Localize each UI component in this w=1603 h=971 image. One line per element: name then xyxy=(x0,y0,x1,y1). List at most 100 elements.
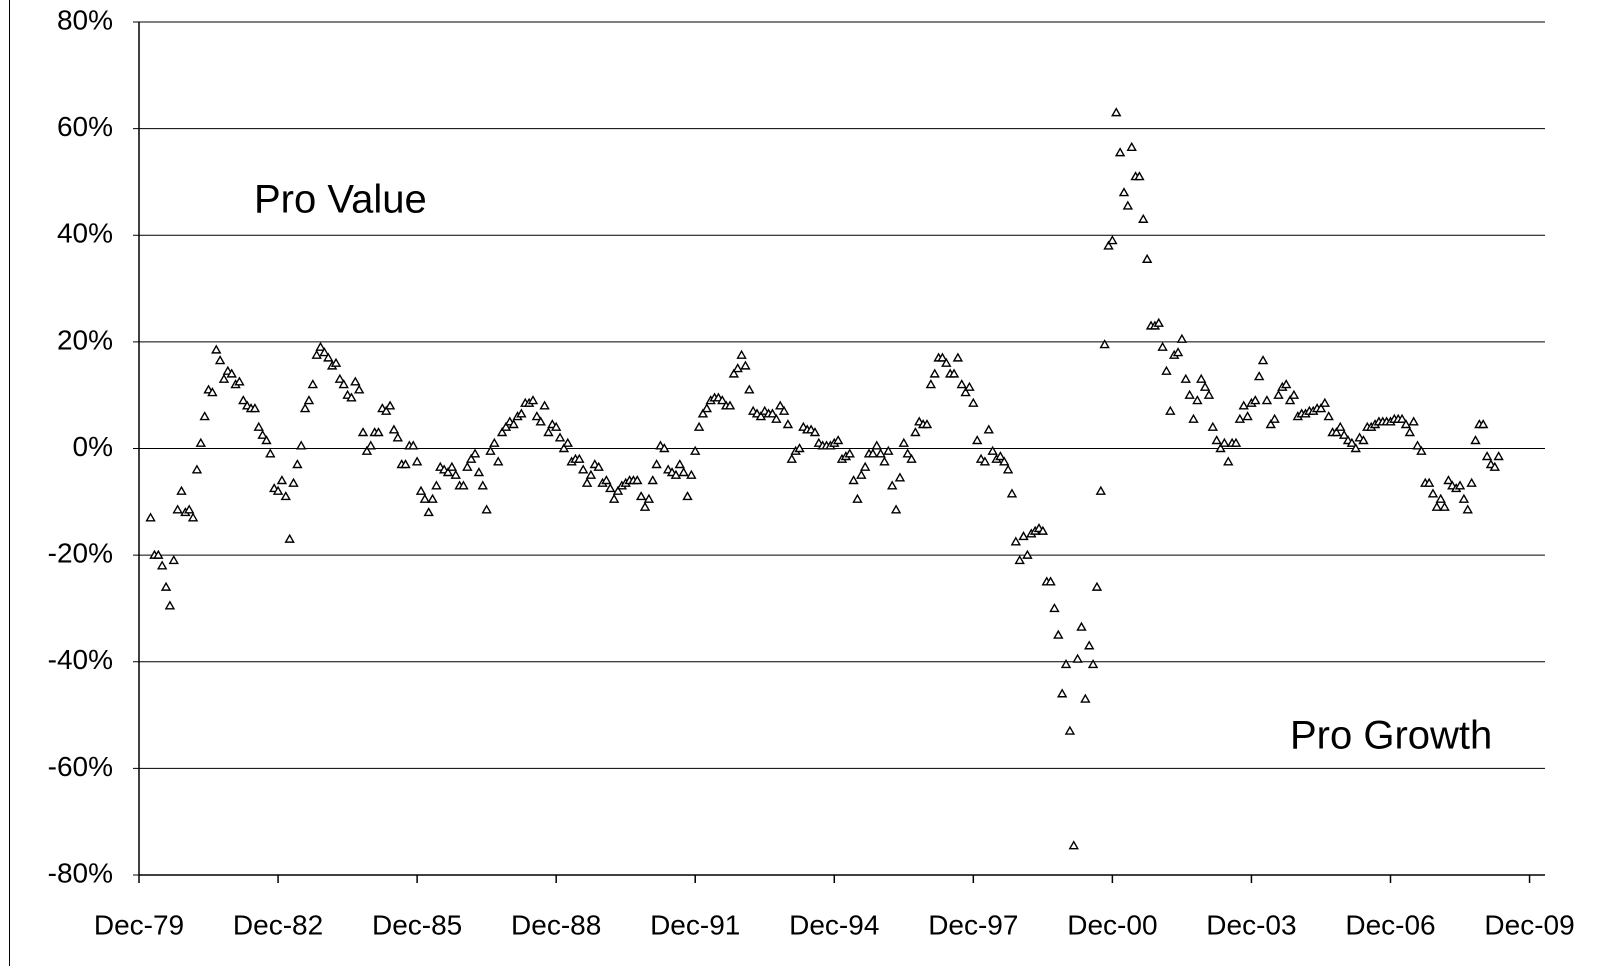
point xyxy=(1118,187,1130,197)
point xyxy=(682,491,693,501)
point xyxy=(728,368,740,378)
point xyxy=(207,387,218,397)
point xyxy=(184,504,195,514)
point xyxy=(558,443,570,453)
point xyxy=(771,413,782,423)
x-tick-label: Dec-00 xyxy=(1067,909,1157,940)
point xyxy=(423,507,434,517)
point xyxy=(744,384,755,394)
x-tick-label: Dec-97 xyxy=(928,909,1018,940)
point xyxy=(832,435,844,445)
point xyxy=(160,581,172,591)
point xyxy=(941,357,952,367)
point xyxy=(724,400,736,410)
point xyxy=(1350,443,1361,453)
point xyxy=(1049,603,1060,613)
point xyxy=(187,512,199,522)
point xyxy=(732,363,743,373)
point xyxy=(1211,435,1222,445)
point xyxy=(1493,451,1504,461)
point xyxy=(1253,371,1265,381)
point xyxy=(384,400,396,410)
point xyxy=(276,475,288,485)
point xyxy=(458,480,469,490)
x-tick-label: Dec-03 xyxy=(1206,909,1296,940)
y-tick-label: 40% xyxy=(57,218,113,249)
point xyxy=(1323,411,1334,421)
point xyxy=(1076,621,1087,631)
point xyxy=(527,395,539,405)
point xyxy=(1176,333,1188,343)
point xyxy=(172,504,183,514)
point xyxy=(995,451,1006,461)
point xyxy=(1215,443,1226,453)
point xyxy=(794,443,805,453)
point xyxy=(844,448,855,458)
point xyxy=(1068,840,1079,850)
point xyxy=(1037,525,1049,535)
point xyxy=(971,435,983,445)
point xyxy=(361,445,373,455)
point xyxy=(906,453,917,463)
point xyxy=(1315,403,1327,413)
point xyxy=(1161,365,1172,375)
point xyxy=(543,427,554,437)
point xyxy=(670,469,682,479)
point xyxy=(1053,629,1064,639)
x-tick-label: Dec-91 xyxy=(650,909,740,940)
y-tick-label: -60% xyxy=(48,751,113,782)
point xyxy=(956,379,967,389)
point xyxy=(1045,576,1056,586)
point xyxy=(879,456,890,466)
annotation: Pro Growth xyxy=(1290,714,1492,758)
point xyxy=(690,445,701,455)
point xyxy=(1184,389,1195,399)
point xyxy=(473,467,485,477)
point xyxy=(1319,397,1331,407)
point xyxy=(1134,171,1145,181)
point xyxy=(987,445,998,455)
point xyxy=(1172,347,1184,357)
point xyxy=(1346,437,1358,447)
point xyxy=(1280,379,1292,389)
point xyxy=(218,373,230,383)
point xyxy=(1180,373,1191,383)
point xyxy=(1489,461,1500,471)
point xyxy=(1404,427,1416,437)
point xyxy=(350,376,361,386)
y-tick-label: 0% xyxy=(73,431,113,462)
point xyxy=(315,341,326,351)
point xyxy=(292,459,303,469)
point xyxy=(485,445,496,455)
point xyxy=(1416,445,1427,455)
point xyxy=(261,435,272,445)
point xyxy=(1111,107,1122,117)
point xyxy=(774,400,786,410)
point xyxy=(272,485,284,495)
point xyxy=(1242,411,1253,421)
point xyxy=(1443,475,1454,485)
point xyxy=(1196,373,1207,383)
point xyxy=(1454,480,1466,490)
point xyxy=(253,421,264,431)
point xyxy=(999,456,1010,466)
point xyxy=(1288,389,1300,399)
point xyxy=(929,368,940,378)
point xyxy=(1056,688,1068,698)
point xyxy=(910,427,921,437)
point xyxy=(1250,395,1261,405)
point xyxy=(145,512,156,522)
point xyxy=(1234,413,1246,423)
point xyxy=(1018,531,1029,541)
point xyxy=(887,480,898,490)
point xyxy=(199,411,210,421)
point xyxy=(381,405,392,415)
point xyxy=(581,477,593,487)
point xyxy=(1462,504,1473,514)
point xyxy=(1080,693,1091,703)
point xyxy=(848,475,859,485)
point xyxy=(651,459,662,469)
point xyxy=(535,416,546,426)
point xyxy=(562,437,573,447)
point xyxy=(265,448,276,458)
